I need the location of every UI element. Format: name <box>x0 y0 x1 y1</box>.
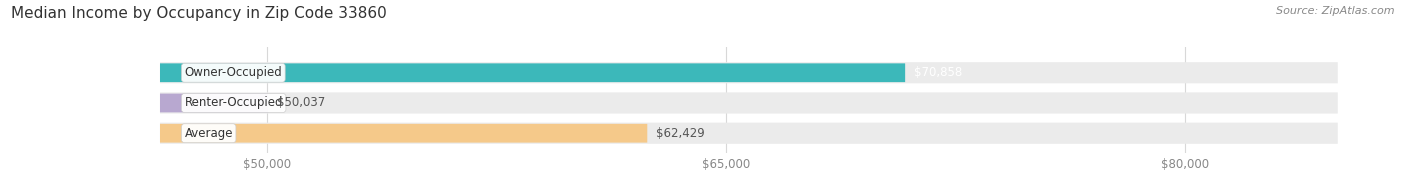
Text: Average: Average <box>184 127 233 140</box>
FancyBboxPatch shape <box>160 63 905 82</box>
Text: $70,858: $70,858 <box>914 66 963 79</box>
Text: Median Income by Occupancy in Zip Code 33860: Median Income by Occupancy in Zip Code 3… <box>11 6 387 21</box>
Text: Owner-Occupied: Owner-Occupied <box>184 66 283 79</box>
FancyBboxPatch shape <box>160 94 269 112</box>
FancyBboxPatch shape <box>160 92 1337 113</box>
Text: Renter-Occupied: Renter-Occupied <box>184 96 283 110</box>
FancyBboxPatch shape <box>160 123 1337 144</box>
Text: Source: ZipAtlas.com: Source: ZipAtlas.com <box>1277 6 1395 16</box>
Text: $50,037: $50,037 <box>277 96 326 110</box>
FancyBboxPatch shape <box>160 124 647 143</box>
Text: $62,429: $62,429 <box>657 127 706 140</box>
FancyBboxPatch shape <box>160 62 1337 83</box>
